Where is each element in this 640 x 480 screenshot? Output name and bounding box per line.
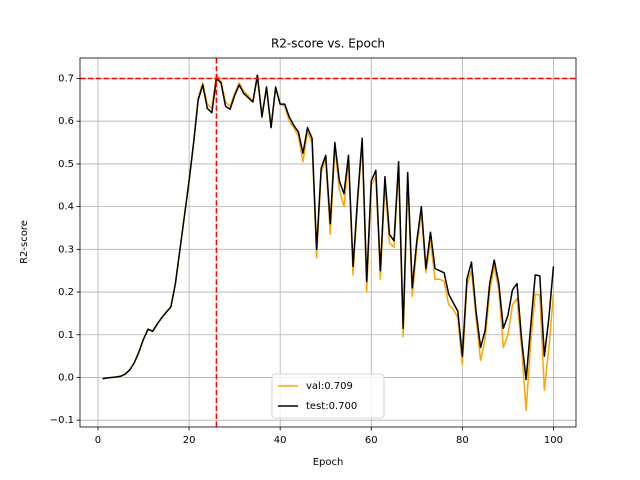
x-tick-label: 60 — [365, 435, 378, 446]
y-tick-label: 0.1 — [58, 330, 74, 341]
chart-title: R2-score vs. Epoch — [271, 37, 385, 51]
y-tick-label: 0.5 — [58, 159, 74, 170]
y-tick-label: 0.3 — [58, 244, 74, 255]
x-tick-label: 20 — [183, 435, 196, 446]
y-tick-label: 0.6 — [58, 116, 74, 127]
y-tick-label: 0.2 — [58, 287, 74, 298]
x-tick-label: 0 — [95, 435, 101, 446]
legend-label: test:0.700 — [306, 401, 357, 412]
y-tick-label: 0.0 — [58, 372, 74, 383]
legend-box — [271, 373, 385, 419]
y-tick-label: 0.7 — [58, 74, 74, 85]
x-axis-label: Epoch — [313, 457, 344, 468]
y-axis-label: R2-score — [19, 220, 30, 264]
series-line — [102, 74, 555, 381]
y-tick-label: 0.4 — [58, 202, 74, 213]
series-line — [102, 73, 555, 412]
legend-label: val:0.709 — [306, 381, 353, 392]
x-tick-label: 40 — [274, 435, 287, 446]
axes-frame — [79, 57, 577, 428]
x-tick-label: 100 — [544, 435, 563, 446]
y-tick-label: −0.1 — [50, 415, 74, 426]
x-tick-label: 80 — [456, 435, 469, 446]
